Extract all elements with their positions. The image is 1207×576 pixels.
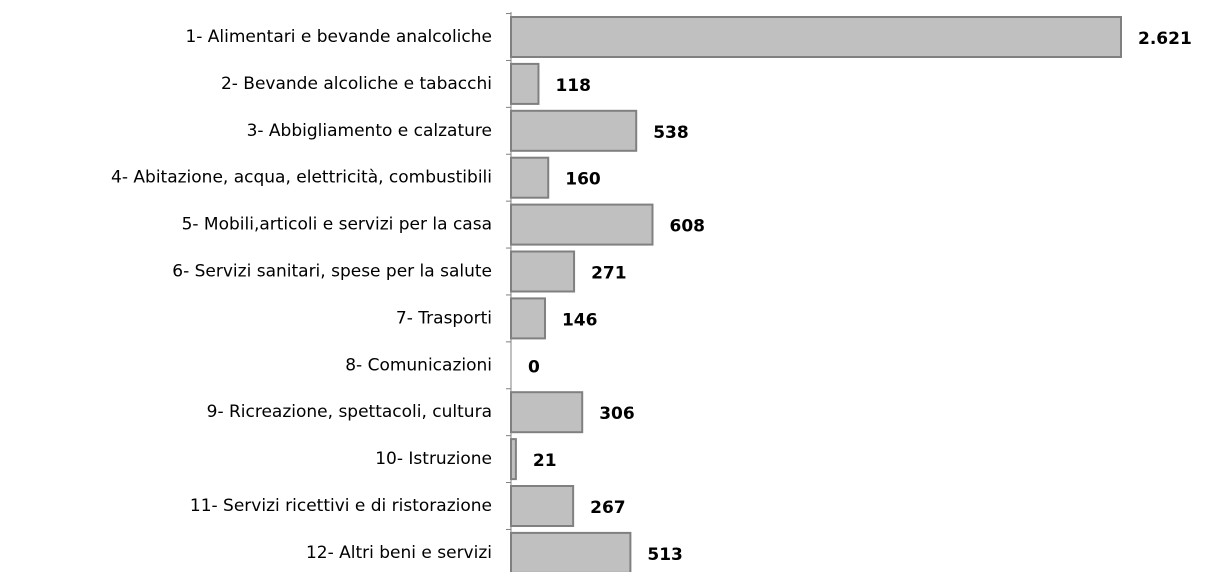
value-label: 21 xyxy=(533,451,557,471)
category-label: 9- Ricreazione, spettacoli, cultura xyxy=(207,402,492,422)
value-label: 513 xyxy=(647,545,683,565)
category-label: 1- Alimentari e bevande analcoliche xyxy=(185,27,492,47)
category-label: 7- Trasporti xyxy=(396,308,492,328)
bar xyxy=(510,485,575,527)
category-label: 10- Istruzione xyxy=(375,449,492,469)
category-label: 3- Abbigliamento e calzature xyxy=(247,121,492,141)
value-label: 267 xyxy=(590,498,626,518)
category-label: 2- Bevande alcoliche e tabacchi xyxy=(221,74,492,94)
category-label: 12- Altri beni e servizi xyxy=(306,543,492,563)
category-label: 5- Mobili,articoli e servizi per la casa xyxy=(182,215,492,235)
bar xyxy=(510,250,576,293)
bar xyxy=(510,156,550,199)
bar xyxy=(510,16,1122,58)
category-label: 11- Servizi ricettivi e di ristorazione xyxy=(190,496,492,516)
value-label: 271 xyxy=(591,264,627,284)
value-label: 2.621 xyxy=(1138,29,1192,49)
value-label: 608 xyxy=(670,217,706,237)
value-label: 146 xyxy=(562,310,598,330)
value-label: 306 xyxy=(599,404,635,424)
bar xyxy=(510,203,654,246)
category-label: 8- Comunicazioni xyxy=(345,355,492,375)
value-label: 0 xyxy=(528,357,540,377)
value-label: 538 xyxy=(653,123,689,143)
bar xyxy=(510,438,517,481)
bar xyxy=(510,297,546,340)
category-label: 6- Servizi sanitari, spese per la salute xyxy=(172,262,492,282)
bar xyxy=(510,391,584,434)
bar xyxy=(510,62,540,105)
value-label: 160 xyxy=(565,170,601,190)
bar xyxy=(510,109,638,152)
value-label: 118 xyxy=(555,76,591,96)
category-label: 4- Abitazione, acqua, elettricità, combu… xyxy=(111,168,492,188)
bar xyxy=(510,531,632,574)
